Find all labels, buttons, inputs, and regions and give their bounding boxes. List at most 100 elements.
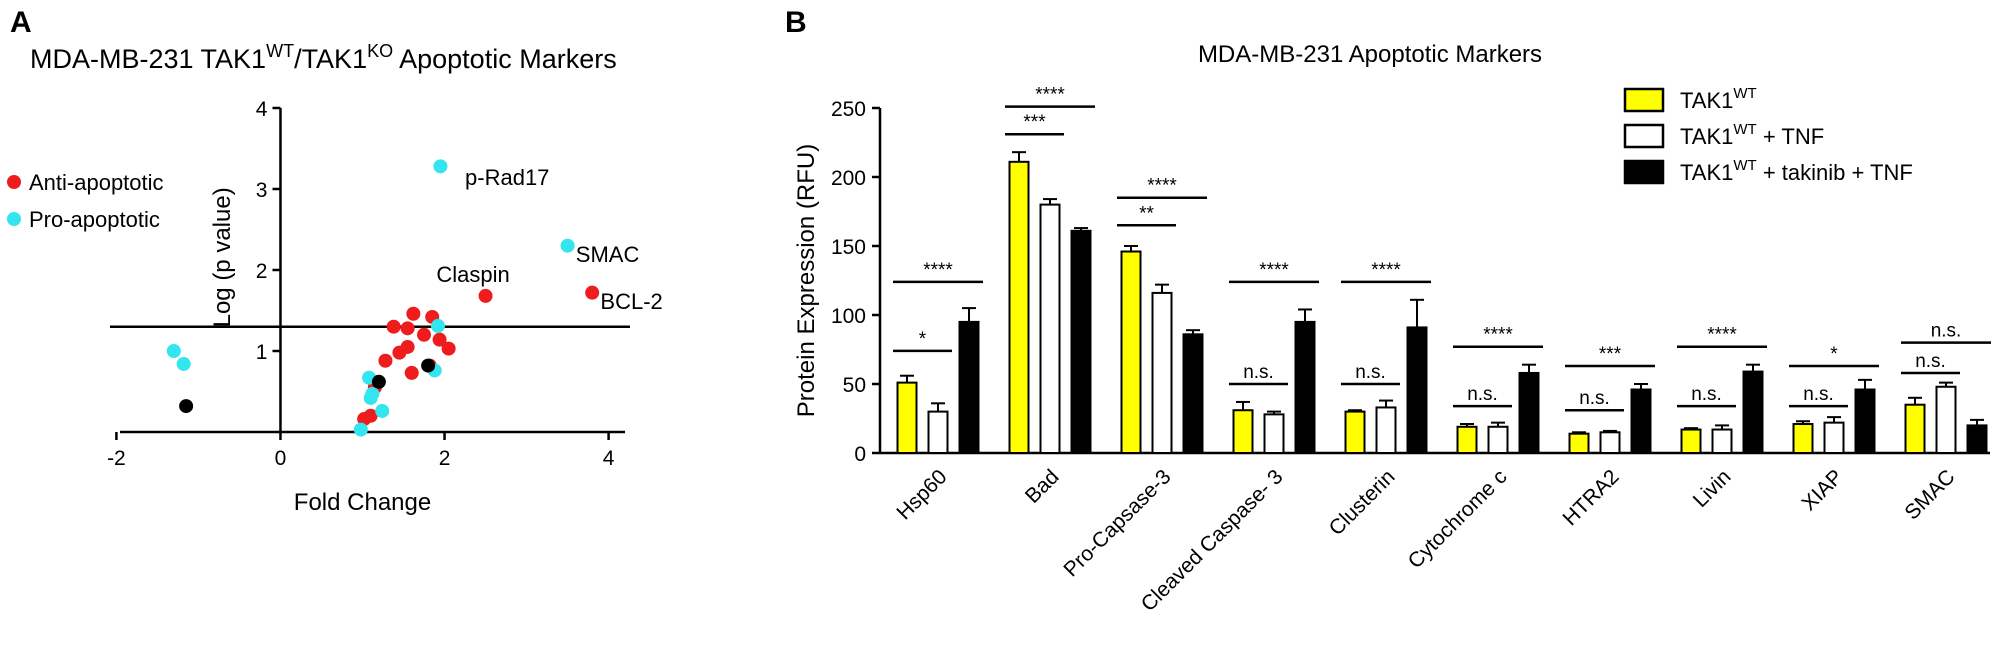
bar-3 — [1294, 320, 1316, 454]
category-label: Pro-Capsase-3 — [1059, 465, 1175, 581]
category-label: HTRA2 — [1559, 465, 1624, 530]
bar-1 — [1568, 432, 1590, 454]
significance-label: *** — [1599, 344, 1622, 365]
panel-a: A MDA-MB-231 TAK1WT/TAK1KO Apoptotic Mar… — [7, 6, 663, 516]
category-label: XIAP — [1797, 465, 1847, 515]
bar-3 — [1966, 424, 1988, 454]
bar-3 — [1406, 326, 1428, 455]
legend-swatch-3 — [1623, 159, 1665, 185]
legend-label-base: TAK1 — [1680, 88, 1733, 113]
scatter-point-pro — [176, 356, 191, 371]
category-label: Hsp60 — [892, 465, 951, 524]
scatter-legend: Anti-apoptotic Pro-apoptotic — [7, 170, 164, 232]
panel-a-letter: A — [10, 6, 32, 39]
scatter-annotations: p-Rad17 SMAC Claspin BCL-2 — [436, 165, 662, 314]
significance-label: n.s. — [1691, 384, 1722, 405]
legend-label-suffix: + takinib + TNF — [1757, 160, 1913, 185]
legend-label-pro: Pro-apoptotic — [29, 207, 160, 232]
y-tick-label: 4 — [256, 98, 268, 121]
legend-label-suffix: + TNF — [1757, 124, 1824, 149]
scatter-point-pro — [430, 318, 445, 333]
panel-a-title-part3: Apoptotic Markers — [393, 44, 617, 74]
bar-3 — [1182, 333, 1204, 455]
scatter-point-pro — [363, 390, 378, 405]
significance-label: *** — [1023, 112, 1046, 133]
legend-label-sup: WT — [1733, 85, 1756, 102]
category-label: Livin — [1689, 465, 1736, 512]
scatter-point-pro — [375, 403, 390, 418]
bar-1 — [1680, 428, 1702, 455]
y-tick-label: 2 — [256, 260, 268, 283]
y-tick-label: 100 — [831, 305, 866, 328]
significance-label: **** — [1259, 260, 1289, 281]
y-tick-label: 0 — [854, 443, 866, 466]
legend-label-sup: WT — [1733, 157, 1756, 174]
scatter-point-pro — [353, 422, 368, 437]
point-annotation: Claspin — [436, 262, 509, 287]
scatter-point-pro — [433, 159, 448, 174]
legend-marker-anti — [7, 175, 21, 189]
significance-label: n.s. — [1931, 321, 1962, 342]
scatter-point-anti — [404, 365, 419, 380]
panel-a-title-part2: /TAK1 — [294, 44, 367, 74]
y-tick-label: 250 — [831, 98, 866, 121]
bar-2 — [1823, 421, 1845, 455]
bar-3 — [1854, 388, 1876, 454]
y-axis-label: Protein Expression (RFU) — [793, 144, 820, 417]
significance-label: **** — [1035, 85, 1065, 106]
scatter-point-anti — [441, 341, 456, 356]
bar-2 — [927, 410, 949, 455]
scatter-point-anti — [585, 285, 600, 300]
legend-label-1: TAK1WT — [1680, 85, 1757, 113]
significance-label: **** — [1707, 325, 1737, 346]
significance-label: **** — [1147, 176, 1177, 197]
category-label: Clusterin — [1325, 465, 1400, 540]
y-tick-label: 50 — [843, 374, 866, 397]
panel-b-letter: B — [785, 6, 807, 39]
bar-1 — [1008, 160, 1030, 454]
y-tick-label: 3 — [256, 179, 268, 202]
point-annotation: SMAC — [576, 242, 640, 267]
scatter-points — [166, 159, 600, 437]
legend-swatch-1 — [1623, 87, 1665, 113]
scatter-point-anti — [417, 327, 432, 342]
bar-2 — [1375, 406, 1397, 454]
bar-marks — [896, 151, 1988, 455]
legend-label-anti: Anti-apoptotic — [29, 170, 164, 195]
panel-a-title: MDA-MB-231 TAK1WT/TAK1KO Apoptotic Marke… — [30, 41, 617, 74]
significance-label: **** — [1371, 260, 1401, 281]
panel-a-title-sup2: KO — [367, 41, 393, 61]
scatter-point-anti — [406, 306, 421, 321]
significance-label: * — [919, 329, 927, 350]
scatter-axes: -2 0 2 4 1 2 3 4 Fold Change Log (p value) — [107, 98, 630, 516]
x-tick-label: -2 — [107, 447, 126, 470]
scatter-point-anti — [400, 321, 415, 336]
scatter-point-anti — [386, 319, 401, 334]
bar-1 — [1456, 425, 1478, 454]
bar-2 — [1263, 413, 1285, 454]
significance-label: **** — [1483, 325, 1513, 346]
y-tick-label: 1 — [256, 341, 268, 364]
scatter-point-anti — [357, 412, 372, 427]
panel-a-title-sup1: WT — [266, 41, 294, 61]
significance-label: * — [1830, 344, 1838, 365]
bar-1 — [1232, 409, 1254, 454]
significance-label: n.s. — [1355, 362, 1386, 383]
significance-annotations: ******************n.s.****n.s.****n.s.**… — [893, 85, 1991, 412]
y-tick-label: 200 — [831, 167, 866, 190]
category-label: SMAC — [1900, 465, 1959, 524]
significance-label: ** — [1139, 203, 1154, 224]
scatter-point-pro — [560, 238, 575, 253]
legend-marker-pro — [7, 212, 21, 226]
scatter-point-other — [371, 374, 386, 389]
panel-a-title-part1: MDA-MB-231 TAK1 — [30, 44, 266, 74]
panel-b: B MDA-MB-231 Apoptotic Markers 0 50 100 150… — [785, 6, 1991, 616]
bar-2 — [1039, 203, 1061, 454]
bar-1 — [1120, 250, 1142, 454]
bar-3 — [1070, 229, 1092, 454]
legend-label-3: TAK1WT + takinib + TNF — [1680, 157, 1913, 185]
scatter-point-other — [421, 358, 436, 373]
y-tick-label: 150 — [831, 236, 866, 259]
